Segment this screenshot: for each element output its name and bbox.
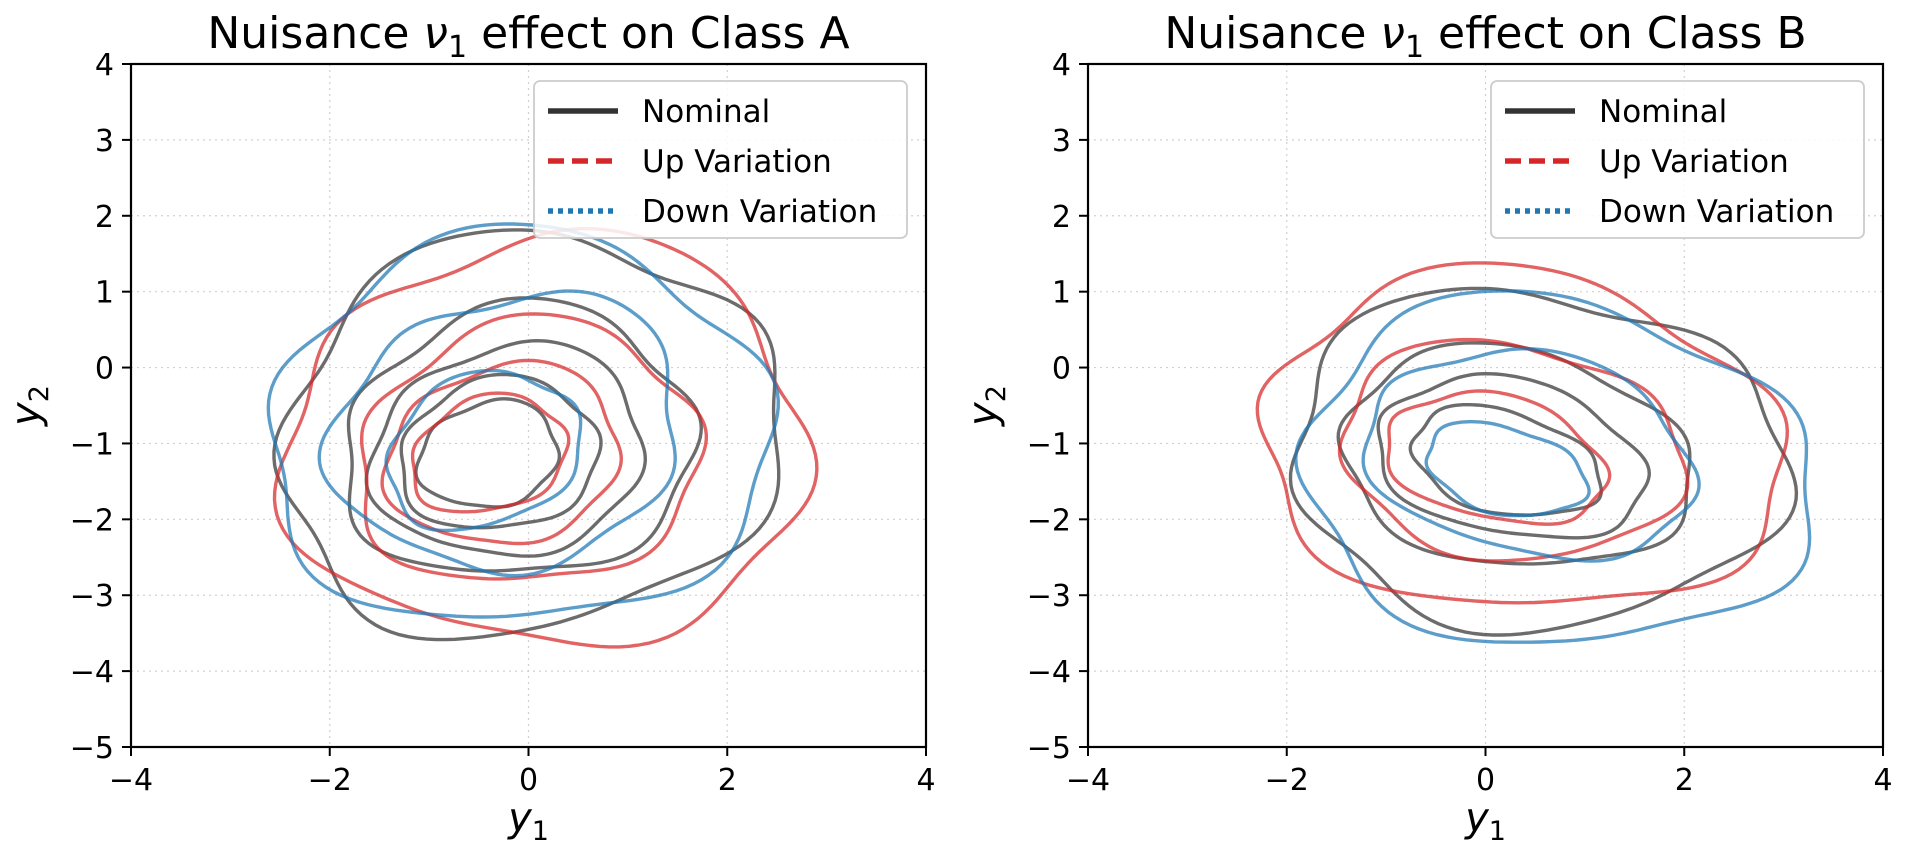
- x-axis-subscript: 1: [1489, 816, 1506, 847]
- contour-down-variation-level-1: [317, 289, 677, 578]
- x-axis-symbol: y: [1464, 795, 1490, 841]
- title-prefix: Nuisance: [207, 8, 423, 59]
- y-axis-subscript: 2: [24, 385, 55, 402]
- x-axis-title: y1: [507, 795, 549, 847]
- y-tick-label: −2: [1027, 503, 1071, 538]
- title-suffix: effect on Class B: [1424, 8, 1807, 59]
- contour-down-variation-level-0: [1294, 289, 1812, 644]
- contour-up-variation-level-2: [380, 358, 623, 546]
- x-tick-label: −2: [308, 763, 352, 798]
- y-tick-label: −5: [70, 731, 114, 766]
- contour-nominal-level-0: [1288, 286, 1799, 637]
- y-tick-label: −3: [70, 579, 114, 614]
- x-tick-label: 4: [916, 763, 935, 798]
- x-tick-label: 4: [1873, 763, 1892, 798]
- title-prefix: Nuisance: [1164, 8, 1380, 59]
- x-tick-label: −4: [1066, 763, 1110, 798]
- y-tick-label: −2: [70, 503, 114, 538]
- y-axis-title: y2: [960, 385, 1012, 427]
- contour-down-variation-level-0: [266, 222, 780, 619]
- x-tick-label: 0: [1476, 763, 1495, 798]
- title-symbol: ν: [1380, 8, 1405, 59]
- x-tick-label: 2: [718, 763, 737, 798]
- legend-label: Down Variation: [642, 194, 877, 230]
- y-tick-label: −1: [1027, 427, 1071, 462]
- x-tick-label: 2: [1675, 763, 1694, 798]
- legend-label: Nominal: [1599, 94, 1727, 130]
- y-tick-label: 1: [1052, 276, 1071, 311]
- legend: Nominal Up Variation Down Variation: [533, 80, 908, 239]
- legend-box: [533, 80, 908, 239]
- legend-box: [1490, 80, 1865, 239]
- y-axis-symbol: y: [3, 401, 49, 427]
- y-axis-symbol: y: [960, 401, 1006, 427]
- legend-label: Up Variation: [642, 144, 832, 180]
- contour-down-variation-level-2: [1424, 420, 1591, 518]
- contour-up-variation-level-2: [1386, 389, 1612, 526]
- contour-up-variation-level-3: [410, 391, 571, 514]
- contour-nominal-level-2: [364, 339, 647, 558]
- title-subscript: 1: [1405, 30, 1424, 65]
- chart-title: Nuisance ν1 effect on Class A: [207, 8, 849, 65]
- y-tick-label: 2: [95, 200, 114, 235]
- y-tick-label: 0: [95, 352, 114, 387]
- x-axis-subscript: 1: [532, 816, 549, 847]
- y-tick-label: −3: [1027, 579, 1071, 614]
- y-tick-label: −1: [70, 427, 114, 462]
- y-tick-label: −4: [1027, 655, 1071, 690]
- y-tick-label: 4: [1052, 48, 1071, 83]
- legend-label: Down Variation: [1599, 194, 1834, 230]
- contour-down-variation-level-1: [1361, 347, 1701, 563]
- y-tick-label: 0: [1052, 352, 1071, 387]
- y-tick-label: 3: [95, 124, 114, 159]
- x-tick-label: 0: [519, 763, 538, 798]
- legend-label: Up Variation: [1599, 144, 1789, 180]
- x-tick-label: −2: [1265, 763, 1309, 798]
- contour-down-variation-level-2: [384, 368, 583, 533]
- title-suffix: effect on Class A: [467, 8, 850, 59]
- legend: Nominal Up Variation Down Variation: [1490, 80, 1865, 239]
- x-tick-label: −4: [109, 763, 153, 798]
- y-tick-label: 3: [1052, 124, 1071, 159]
- y-tick-label: 2: [1052, 200, 1071, 235]
- contour-up-variation-level-1: [360, 312, 708, 581]
- x-axis-symbol: y: [507, 795, 533, 841]
- contour-nominal-level-2: [1376, 372, 1651, 540]
- title-symbol: ν: [423, 8, 448, 59]
- chart-title: Nuisance ν1 effect on Class B: [1164, 8, 1806, 65]
- x-axis-title: y1: [1464, 795, 1506, 847]
- y-axis-title: y2: [3, 385, 55, 427]
- contour-nominal-level-1: [1336, 341, 1692, 566]
- y-tick-label: −4: [70, 655, 114, 690]
- y-axis-subscript: 2: [981, 385, 1012, 402]
- title-subscript: 1: [448, 30, 467, 65]
- legend-label: Nominal: [642, 94, 770, 130]
- contour-up-variation-level-0: [272, 227, 819, 649]
- y-tick-label: 1: [95, 276, 114, 311]
- y-tick-label: −5: [1027, 731, 1071, 766]
- contour-up-variation-level-0: [1255, 261, 1789, 605]
- y-tick-label: 4: [95, 48, 114, 83]
